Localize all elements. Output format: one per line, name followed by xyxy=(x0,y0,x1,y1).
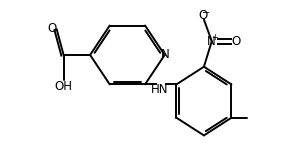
Text: O: O xyxy=(231,35,240,48)
Text: O: O xyxy=(198,9,207,22)
Text: N: N xyxy=(161,49,170,61)
Text: −: − xyxy=(202,8,210,18)
Text: OH: OH xyxy=(55,80,73,93)
Text: +: + xyxy=(211,33,218,42)
Text: HN: HN xyxy=(151,83,168,96)
Text: N: N xyxy=(206,35,215,48)
Text: O: O xyxy=(48,22,57,35)
